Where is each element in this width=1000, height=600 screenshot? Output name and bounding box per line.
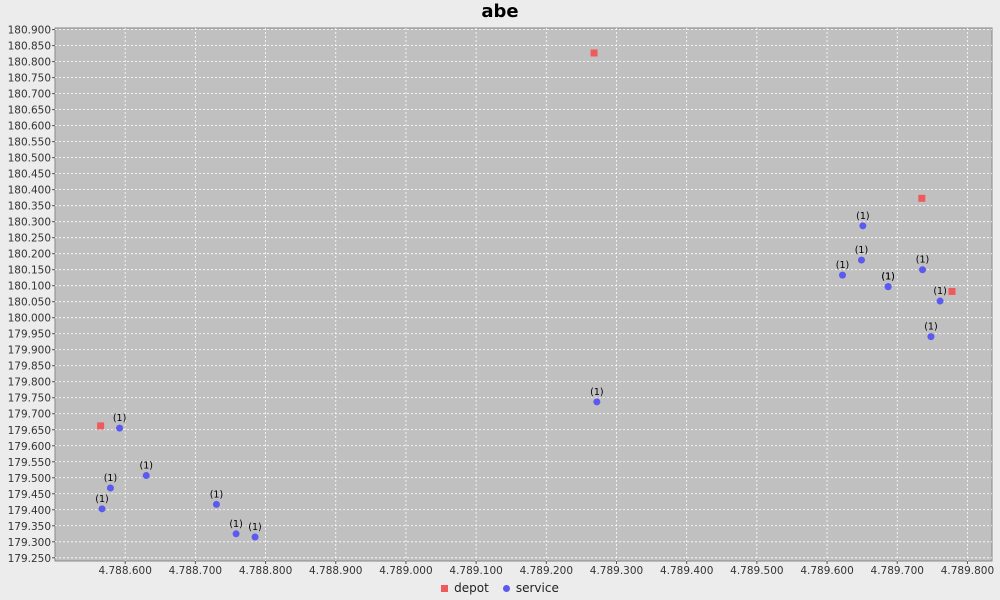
x-tick-label: 4.789.000 <box>379 565 432 577</box>
service-point <box>106 484 114 492</box>
square-marker-icon <box>441 584 449 592</box>
y-tick-label: 179.400 <box>8 505 51 517</box>
x-tick-label: 4.789.600 <box>800 565 853 577</box>
y-tick-label: 179.700 <box>8 409 51 421</box>
circle-marker-icon <box>502 584 510 592</box>
service-point <box>98 505 106 513</box>
y-tick-label: 180.800 <box>8 57 51 69</box>
x-tick-label: 4.789.200 <box>520 565 573 577</box>
y-tick-label: 179.250 <box>8 553 51 565</box>
y-tick-label: 180.150 <box>8 265 51 277</box>
y-tick-label: 180.050 <box>8 297 51 309</box>
y-tick-label: 180.300 <box>8 217 51 229</box>
x-tick-label: 4.788.700 <box>169 565 222 577</box>
x-tick-label: 4.789.100 <box>449 565 502 577</box>
point-label: (1) <box>210 489 223 500</box>
y-tick-label: 180.450 <box>8 169 51 181</box>
point-label: (1) <box>933 286 946 297</box>
y-tick-label: 180.850 <box>8 41 51 53</box>
y-tick-label: 180.500 <box>8 153 51 165</box>
y-tick-label: 180.400 <box>8 185 51 197</box>
x-tick-label: 4.789.500 <box>730 565 783 577</box>
x-tick-label: 4.789.300 <box>590 565 643 577</box>
service-point <box>919 266 927 274</box>
y-tick-label: 179.450 <box>8 489 51 501</box>
service-point <box>116 424 124 432</box>
y-tick-label: 180.200 <box>8 249 51 261</box>
y-tick-label: 180.700 <box>8 89 51 101</box>
service-point <box>593 398 601 406</box>
service-point <box>936 297 944 305</box>
y-tick-label: 180.650 <box>8 105 51 117</box>
y-tick-label: 179.850 <box>8 361 51 373</box>
service-point <box>212 500 220 508</box>
legend-label: service <box>515 581 559 595</box>
y-tick-label: 180.550 <box>8 137 51 149</box>
service-point <box>859 222 867 230</box>
point-label: (1) <box>924 322 937 333</box>
point-label: (1) <box>229 519 242 530</box>
depot-point <box>918 194 926 202</box>
point-label: (1) <box>95 494 108 505</box>
legend-item-service: service <box>502 581 559 595</box>
legend-item-depot: depot <box>441 581 489 595</box>
legend: depot service <box>0 581 1000 595</box>
y-tick-label: 179.900 <box>8 345 51 357</box>
point-label: (1) <box>104 473 117 484</box>
x-tick-label: 4.789.700 <box>871 565 924 577</box>
point-label: (1) <box>916 255 929 266</box>
service-point <box>232 530 240 538</box>
point-label: (1) <box>113 413 126 424</box>
y-tick-label: 180.900 <box>8 25 51 37</box>
x-tick-label: 4.789.400 <box>660 565 713 577</box>
y-tick-label: 179.950 <box>8 329 51 341</box>
y-tick-label: 180.100 <box>8 281 51 293</box>
service-point <box>839 271 847 279</box>
chart-title: abe <box>481 1 519 22</box>
service-point <box>884 283 892 291</box>
y-tick-label: 179.800 <box>8 377 51 389</box>
y-tick-label: 179.350 <box>8 521 51 533</box>
y-tick-label: 179.600 <box>8 441 51 453</box>
y-tick-label: 179.550 <box>8 457 51 469</box>
service-point <box>857 256 865 264</box>
point-label: (1) <box>856 211 869 222</box>
data-points: (1) (1) (1) (1) (1) (1) (1) (1) (1) (1) (1) (1) (1) (… <box>95 49 956 541</box>
y-tick-label: 179.300 <box>8 537 51 549</box>
y-tick-label: 179.650 <box>8 425 51 437</box>
service-point <box>251 533 259 541</box>
point-label: (1) <box>855 245 868 256</box>
point-label: (1) <box>140 461 153 472</box>
point-label: (1) <box>881 272 894 283</box>
y-tick-label: 180.000 <box>8 313 51 325</box>
y-tick-label: 180.750 <box>8 73 51 85</box>
plot-area <box>54 27 993 562</box>
x-tick-label: 4.788.800 <box>239 565 292 577</box>
x-tick-label: 4.789.800 <box>941 565 994 577</box>
service-point <box>142 472 150 480</box>
point-label: (1) <box>590 387 603 398</box>
x-tick-label: 4.788.900 <box>309 565 362 577</box>
y-tick-label: 180.350 <box>8 201 51 213</box>
legend-label: depot <box>454 581 489 595</box>
y-tick-label: 179.500 <box>8 473 51 485</box>
y-tick-label: 179.750 <box>8 393 51 405</box>
point-label: (1) <box>881 272 894 283</box>
y-tick-label: 180.600 <box>8 121 51 133</box>
depot-point <box>590 49 598 57</box>
point-label: (1) <box>836 260 849 271</box>
service-point <box>927 333 935 341</box>
x-tick-label: 4.788.600 <box>98 565 151 577</box>
grid-lines <box>55 28 992 561</box>
y-tick-label: 180.250 <box>8 233 51 245</box>
axis-ticks: 4.788.600 4.788.700 4.788.800 4.788.900 4.78… <box>8 25 995 577</box>
depot-point <box>948 287 956 295</box>
point-label: (1) <box>248 522 261 533</box>
depot-point <box>97 422 105 430</box>
